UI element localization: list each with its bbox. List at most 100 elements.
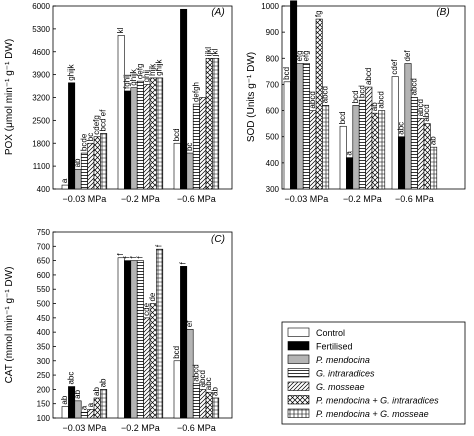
y-tick-label: 300: [37, 357, 51, 366]
legend-item-label: Control: [316, 328, 345, 338]
bar-0-0: [61, 184, 69, 190]
y-tick-label: 200: [37, 385, 51, 394]
legend-item-label: P. mendocina + G. intraradices: [316, 396, 439, 406]
bar-0-1: [68, 82, 76, 190]
significance-letter: bcd: [172, 128, 181, 141]
significance-letter: efg: [295, 50, 304, 61]
x-category-label: −0.6 MPa: [177, 194, 216, 204]
significance-letter: fg: [314, 10, 323, 17]
significance-letter: a: [86, 402, 95, 407]
bar-0-2: [74, 169, 82, 190]
legend: Control Fertilised P. mendocina G. intrarad…: [281, 321, 466, 425]
bar-0-4: [87, 142, 95, 190]
significance-letter: ab: [370, 102, 379, 111]
bar-2-1: [398, 136, 406, 190]
bar-1-6: [156, 77, 164, 190]
significance-letter: ef: [185, 320, 194, 327]
y-axis-label: SOD (Units g⁻¹ DW): [246, 52, 257, 142]
y-tick-label: 400: [266, 159, 280, 168]
significance-letter: ghijk: [67, 63, 76, 80]
significance-letter: ab: [429, 136, 438, 145]
significance-letter: f: [155, 244, 164, 247]
significance-letter: ab: [99, 378, 108, 387]
significance-letter: bc: [86, 133, 95, 141]
y-tick-label: 5300: [32, 25, 50, 34]
y-tick-label: 700: [37, 242, 51, 251]
legend-swatch: [287, 381, 310, 391]
significance-letter: f: [116, 253, 125, 256]
bar-1-2: [352, 105, 360, 190]
significance-letter: ab: [60, 395, 69, 404]
significance-letter: ghij: [142, 70, 151, 83]
bar-1-3: [358, 99, 366, 190]
significance-letter: cdefg: [92, 115, 101, 135]
bar-2-4: [417, 118, 425, 190]
significance-letter: a: [79, 405, 88, 410]
bar-1-1: [346, 157, 354, 190]
bar-0-1: [290, 0, 298, 190]
significance-letter: abc: [204, 377, 213, 390]
bar-1-4: [143, 84, 151, 190]
chart-panel-2: 100 150 200 250 300 350 400 450 500 550 600 650 700 7…: [4, 228, 233, 433]
bar-1-5: [149, 77, 157, 190]
legend-item-label: G. intraradices: [316, 369, 375, 379]
x-category-label: −0.6 MPa: [395, 194, 434, 204]
y-tick-label: 1100: [33, 162, 51, 171]
significance-letter: f: [179, 261, 188, 264]
y-tick-label: 600: [37, 271, 51, 280]
bar-0-2: [74, 400, 82, 419]
legend-item-label: G. mosseae: [316, 382, 365, 392]
legend-swatch: [287, 327, 310, 337]
bar-1-5: [371, 112, 379, 190]
significance-letter: a: [345, 151, 354, 156]
panel-label: (A): [211, 7, 224, 18]
y-tick-label: 550: [37, 285, 51, 294]
y-tick-label: 300: [266, 185, 280, 194]
significance-letter: bcd: [351, 90, 360, 103]
bar-2-2: [186, 328, 194, 419]
significance-letter: fghij: [123, 74, 132, 89]
x-category-label: −0.03 MPa: [63, 194, 107, 204]
significance-letter: defg: [135, 64, 144, 80]
significance-letter: bcd: [338, 111, 347, 124]
bar-2-4: [199, 97, 207, 190]
significance-letter: cdef: [390, 59, 399, 75]
bar-1-5: [149, 303, 157, 419]
bar-2-4: [199, 389, 207, 419]
significance-letter: f: [135, 256, 144, 259]
significance-letter: defgh: [191, 82, 200, 102]
significance-letter: abc: [397, 122, 406, 135]
significance-letter: def: [403, 50, 412, 62]
y-tick-label: 700: [266, 80, 280, 89]
bar-0-5: [93, 397, 101, 419]
bar-1-2: [130, 260, 138, 419]
x-category-label: −0.2 MPa: [343, 194, 382, 204]
bar-0-3: [80, 152, 88, 190]
panel-label: (B): [436, 7, 449, 18]
significance-letter: bcd ef: [99, 109, 108, 132]
bar-0-3: [80, 411, 88, 419]
legend-swatch: [287, 368, 310, 378]
bar-1-6: [378, 110, 386, 190]
legend-swatch: [287, 354, 310, 364]
significance-letter: abcd: [321, 86, 330, 103]
bar-2-5: [205, 57, 213, 190]
y-tick-label: 650: [37, 257, 51, 266]
legend-swatch: [287, 341, 310, 351]
significance-letter: ab: [92, 387, 101, 396]
y-tick-label: 600: [266, 107, 280, 116]
bar-0-5: [93, 136, 101, 190]
bar-2-2: [186, 152, 194, 190]
bar-2-6: [430, 146, 438, 190]
significance-letter: ab: [73, 389, 82, 398]
bar-1-0: [117, 35, 125, 190]
bar-2-0: [173, 142, 181, 190]
bar-1-4: [143, 317, 151, 419]
bar-2-1: [180, 8, 188, 190]
y-tick-label: 6000: [32, 2, 50, 11]
significance-letter: bcd: [282, 67, 291, 80]
significance-letter: ijkl: [204, 47, 213, 57]
y-axis-label: CAT (mmol min⁻¹ g⁻¹ DW): [4, 267, 15, 384]
